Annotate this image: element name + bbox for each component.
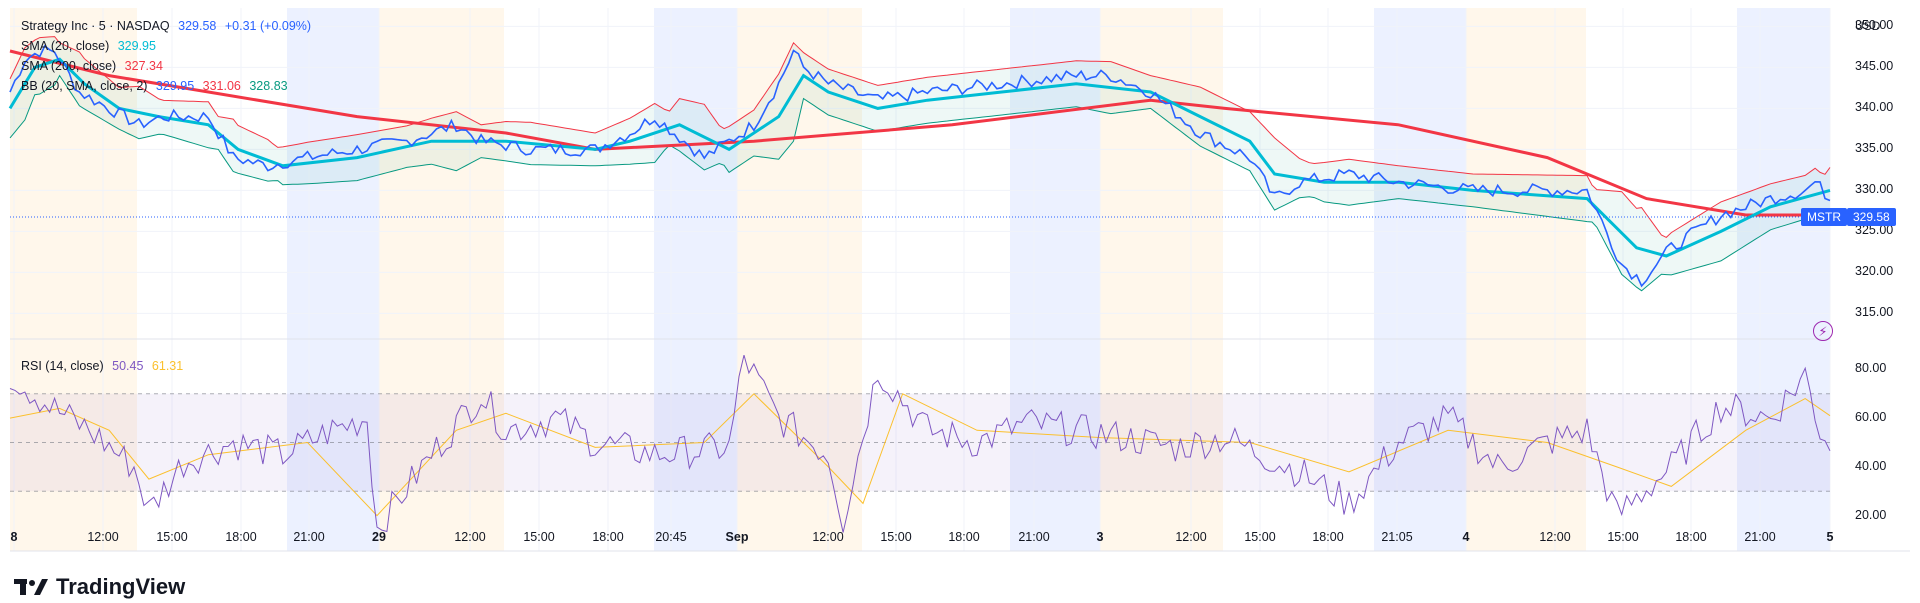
symbol-tag: MSTR [1801, 208, 1847, 226]
price-tick-5: 325.00 [1855, 223, 1894, 238]
bb-label: BB (20, SMA, close, 2) [21, 79, 148, 93]
tradingview-brand[interactable]: TradingView [14, 574, 185, 600]
bb-lower-value: 328.83 [249, 79, 288, 93]
sma200-value: 327.34 [124, 59, 163, 73]
rsi-ma-value: 61.31 [151, 359, 184, 373]
session-band-5 [1010, 8, 1100, 551]
indicator-lines [8, 36, 1831, 292]
time-tick-0: 8 [10, 530, 18, 544]
bb-upper-line [9, 36, 1831, 239]
rsi-ma-line [9, 393, 1831, 517]
time-tick-23: 18:00 [1675, 530, 1707, 544]
sma200-line [9, 49, 1830, 217]
session-band-2 [379, 8, 504, 551]
time-tick-24: 21:00 [1744, 530, 1776, 544]
rsi-panel [9, 354, 1831, 533]
price-tick-3: 335.00 [1855, 141, 1894, 156]
sma200-label: SMA (200, close) [21, 59, 117, 73]
rsi-line [9, 354, 1831, 533]
bollinger-band-fill [10, 36, 1830, 291]
session-band-7 [1374, 8, 1466, 551]
time-tick-21: 12:00 [1539, 530, 1571, 544]
time-tick-20: 4 [1462, 530, 1470, 544]
rsi-legend[interactable]: RSI (14, close) 50.45 61.31 [21, 358, 188, 374]
bb-basis-value: 329.95 [155, 79, 195, 93]
sma200-legend[interactable]: SMA (200, close) 327.34 [21, 58, 168, 74]
tradingview-logo-icon [14, 577, 48, 597]
price-tick-1: 345.00 [1855, 59, 1894, 74]
time-tick-19: 21:05 [1381, 530, 1413, 544]
session-band-9 [1737, 8, 1830, 551]
time-tick-5: 29 [372, 530, 386, 544]
session-band-8 [1466, 8, 1586, 551]
rsi-tick-3: 20.00 [1855, 507, 1887, 522]
time-tick-3: 18:00 [225, 530, 257, 544]
rsi-tick-1: 60.00 [1855, 410, 1887, 425]
bb-lower-line [9, 74, 1831, 292]
rsi-tick-2: 40.00 [1855, 458, 1887, 473]
price-tick-0: 350.00 [1855, 18, 1894, 33]
grid-lines [10, 8, 1831, 551]
sma20-line [8, 57, 1831, 258]
time-tick-4: 21:00 [293, 530, 325, 544]
rsi-tick-0: 80.00 [1855, 361, 1887, 376]
session-band-4 [737, 8, 862, 551]
time-tick-6: 12:00 [454, 530, 486, 544]
time-tick-1: 12:00 [87, 530, 119, 544]
brand-name: TradingView [56, 574, 186, 599]
time-tick-18: 18:00 [1312, 530, 1344, 544]
time-tick-2: 15:00 [156, 530, 188, 544]
session-band-1 [287, 8, 379, 551]
main-legend[interactable]: Strategy Inc · 5 · NASDAQ 329.58 +0.31 (… [21, 18, 316, 34]
time-tick-10: Sep [725, 530, 749, 544]
price-tag: 329.58 [1847, 208, 1896, 226]
price-change: +0.31 (+0.09%) [224, 19, 312, 33]
time-tick-16: 12:00 [1175, 530, 1207, 544]
bb-upper-value: 331.06 [202, 79, 241, 93]
sma20-legend[interactable]: SMA (20, close) 329.95 [21, 38, 161, 54]
time-tick-11: 12:00 [812, 530, 844, 544]
symbol-title: Strategy Inc · 5 · NASDAQ [21, 19, 170, 33]
time-tick-14: 21:00 [1018, 530, 1050, 544]
last-price: 329.58 [178, 19, 217, 33]
lightning-icon[interactable]: ⚡ [1813, 321, 1833, 341]
bb-legend[interactable]: BB (20, SMA, close, 2) 329.95 331.06 328… [21, 78, 293, 94]
currency-label[interactable]: USD [1855, 19, 1881, 33]
session-band-0 [10, 8, 137, 551]
sma20-label: SMA (20, close) [21, 39, 110, 53]
time-tick-7: 15:00 [523, 530, 555, 544]
price-tick-6: 320.00 [1855, 264, 1894, 279]
time-tick-12: 15:00 [880, 530, 912, 544]
time-tick-13: 18:00 [948, 530, 980, 544]
time-tick-25: 5 [1826, 530, 1834, 544]
sma20-value: 329.95 [117, 39, 156, 53]
time-tick-9: 20:45 [655, 530, 687, 544]
price-tick-7: 315.00 [1855, 305, 1894, 320]
time-tick-17: 15:00 [1244, 530, 1276, 544]
session-bands [10, 8, 1830, 551]
price-line [9, 44, 1831, 288]
price-tick-4: 330.00 [1855, 182, 1894, 197]
time-tick-22: 15:00 [1607, 530, 1639, 544]
rsi-label: RSI (14, close) [21, 359, 104, 373]
rsi-value: 50.45 [112, 359, 144, 373]
price-tick-2: 340.00 [1855, 100, 1894, 115]
time-tick-8: 18:00 [592, 530, 624, 544]
bb-band-area [10, 36, 1830, 291]
time-tick-15: 3 [1096, 530, 1104, 544]
